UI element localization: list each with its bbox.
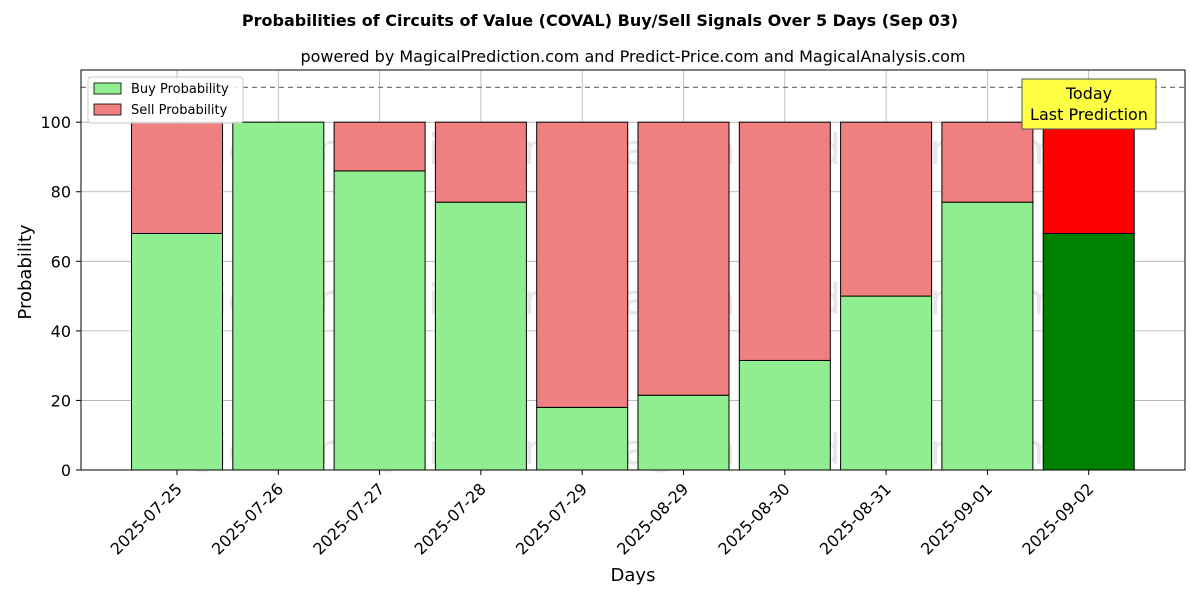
y-tick-label: 20: [51, 391, 71, 410]
x-tick-label: 2025-09-01: [917, 479, 996, 558]
plot-area: [80, 69, 1186, 471]
x-tick-label: 2025-08-30: [714, 479, 793, 558]
bar-sell: [637, 121, 730, 396]
x-tick-label: 2025-07-29: [512, 479, 591, 558]
y-tick-label: 100: [40, 113, 71, 132]
bar-buy: [637, 394, 730, 471]
bar-buy: [536, 406, 629, 471]
today-annotation: Today Last Prediction: [1021, 78, 1157, 130]
bar-buy: [738, 359, 831, 471]
x-tick-label: 2025-07-26: [208, 479, 287, 558]
y-axis-label: Probability: [15, 224, 36, 319]
annotation-line-1: Today: [1065, 84, 1112, 103]
y-tick-label: 80: [51, 183, 71, 202]
bar-buy: [1042, 232, 1135, 471]
bar-sell: [131, 121, 223, 234]
bar-buy: [131, 232, 223, 471]
legend-label-sell: Sell Probability: [131, 103, 228, 118]
y-tick-label: 60: [51, 252, 71, 271]
bar-sell: [333, 121, 426, 172]
y-tick-label: 0: [61, 461, 71, 480]
bar-sell: [738, 121, 831, 361]
x-tick-label: 2025-08-31: [816, 479, 895, 558]
bar-buy: [941, 201, 1034, 471]
chart-title: Probabilities of Circuits of Value (COVA…: [242, 11, 958, 30]
legend-swatch-sell: [93, 103, 122, 116]
bar-sell: [941, 121, 1034, 203]
x-tick-label: 2025-07-28: [411, 479, 490, 558]
bar-sell: [536, 121, 629, 408]
x-axis: 2025-07-25 2025-07-26 2025-07-27 2025-07-28…: [107, 470, 1098, 559]
bar-buy: [434, 201, 527, 471]
chart-subtitle: powered by MagicalPrediction.com and Pre…: [300, 47, 965, 66]
bar-sell: [1042, 121, 1135, 234]
x-tick-label: 2025-07-25: [107, 479, 186, 558]
bar-buy: [232, 121, 325, 471]
x-tick-label: 2025-08-29: [613, 479, 692, 558]
bar-buy: [333, 170, 426, 471]
bar-sell: [840, 121, 933, 297]
y-tick-label: 40: [51, 322, 71, 341]
x-tick-label: 2025-07-27: [309, 479, 388, 558]
legend-frame: [87, 76, 244, 124]
legend-swatch-buy: [93, 82, 122, 95]
y-axis: 0 20 40 60 80 100: [40, 113, 81, 480]
bars: [131, 121, 1135, 471]
bar-sell: [434, 121, 527, 203]
bar-buy: [840, 295, 933, 471]
annotation-box: [1021, 78, 1157, 130]
legend: Buy Probability Sell Probability: [87, 76, 244, 124]
legend-label-buy: Buy Probability: [131, 82, 229, 97]
annotation-line-2: Last Prediction: [1030, 105, 1148, 124]
x-tick-label: 2025-09-02: [1018, 479, 1097, 558]
x-axis-label: Days: [611, 565, 656, 586]
